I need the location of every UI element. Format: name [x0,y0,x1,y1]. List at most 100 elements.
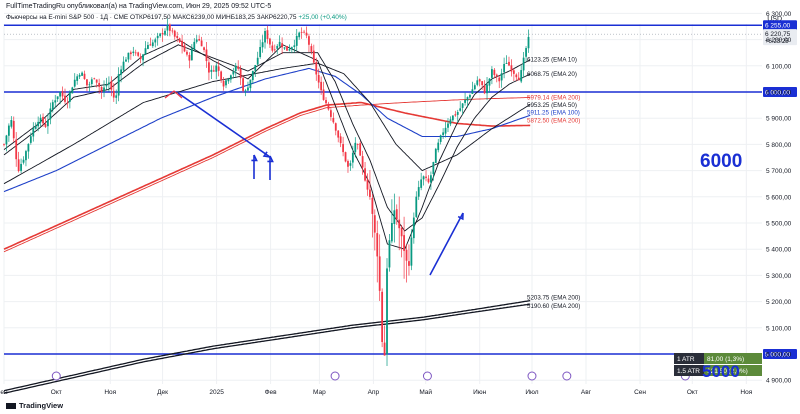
candle-body [86,79,88,86]
candle-body [488,78,491,86]
candle-body [42,116,44,124]
candle-body [259,46,262,58]
candle-body [491,69,493,78]
candle-body [120,69,122,75]
candle-body [515,74,518,78]
candle-body [215,65,218,72]
candle-body [361,156,364,168]
ema-value-label: 5190.60 (EMA 200) [527,303,580,310]
ema-value-label: 6068.75 (EMA 20) [527,71,577,78]
price-badge-countdown: +6:23:25 [765,39,789,45]
candle-body [478,79,481,82]
candle-body [383,342,386,356]
y-tick-label: 5 800,00 [766,142,792,149]
candle-layer [3,18,530,367]
ema-20-line [3,44,531,232]
candle-body [300,31,303,33]
candle-body [32,128,35,137]
y-tick-label: 5 900,00 [766,116,792,123]
candle-body [61,91,64,97]
candle-body [134,52,137,54]
candle-body [266,30,269,39]
candle-body [239,69,242,79]
candle-body [25,151,27,161]
candle-body [37,121,40,127]
x-tick-label: Авг [581,389,592,396]
candle-body [305,32,308,36]
x-tick-label: Май [419,388,432,396]
candle-body [242,78,244,91]
candle-body [81,72,83,76]
y-tick-label: 6 000,00 [766,90,792,97]
candle-body [393,210,396,225]
ema-200-weekly-b-line [3,303,531,394]
ema-100-line [3,67,531,193]
candle-body [193,41,196,50]
candle-body [164,30,166,35]
candle-body [342,144,344,153]
candle-body [339,136,342,144]
candle-body [442,132,445,136]
candle-body [90,79,93,85]
candle-body [117,74,120,96]
candle-body [251,70,254,81]
candle-body [351,152,354,163]
ema-layer [3,39,531,394]
x-tick-label: Ноя [104,389,116,396]
currency-label: USD [767,16,782,23]
big-level-label: 6000 [700,151,742,172]
candle-body [171,30,174,32]
candle-body [278,41,281,47]
candle-body [527,36,530,49]
candle-body [398,219,401,229]
candle-body [464,99,466,103]
candle-body [439,135,442,142]
candle-body [476,80,479,85]
candle-body [366,179,369,190]
candle-body [449,119,452,125]
candle-body [376,233,379,257]
candle-body [505,63,508,64]
atr-value-bg [704,353,762,364]
atr-value: 81,00 (1,3%) [707,356,744,363]
candle-body [115,95,118,98]
candle-body [483,85,486,94]
candle-body [469,95,471,98]
candle-body [176,36,179,39]
candle-body [415,196,418,217]
y-tick-label: 5 500,00 [766,221,792,228]
candle-body [405,249,408,261]
candle-body [225,80,227,86]
annotation-arrow-down-head [262,151,271,158]
candle-body [503,63,506,73]
atr-value: 121,50 (2,0%) [707,368,748,375]
annotation-layer: 6123.25 (EMA 10) 6068.75 (EMA 20) 5979.14 … [51,29,797,381]
candle-body [68,92,71,102]
candle-body [459,108,462,111]
candle-body [159,33,162,37]
y-tick-label: 5 100,00 [766,325,792,332]
atr-name-bg [674,353,704,364]
event-marker-icon [330,371,340,381]
tradingview-logo: TradingView [6,401,63,410]
y-tick-label: 6 200,00 [766,37,792,44]
candle-body [137,52,140,56]
candle-body [456,112,459,115]
candle-body [173,30,176,37]
publisher-line: FullTimeTradingRu опубликовал(а) на Trad… [6,3,272,10]
candle-body [212,70,215,72]
candle-body [410,237,413,266]
level-label: 5 000,00 [765,352,791,359]
level-label: 6 000,00 [765,90,791,97]
candle-body [400,227,403,237]
candle-body [178,38,181,42]
candle-body [105,84,108,87]
candle-body [403,235,405,251]
candle-body [310,46,313,52]
candle-body [356,144,359,145]
x-tick-label: ен [0,389,8,396]
candle-body [425,176,427,178]
x-tick-label: Ноя [740,389,752,396]
candle-body [388,240,391,268]
